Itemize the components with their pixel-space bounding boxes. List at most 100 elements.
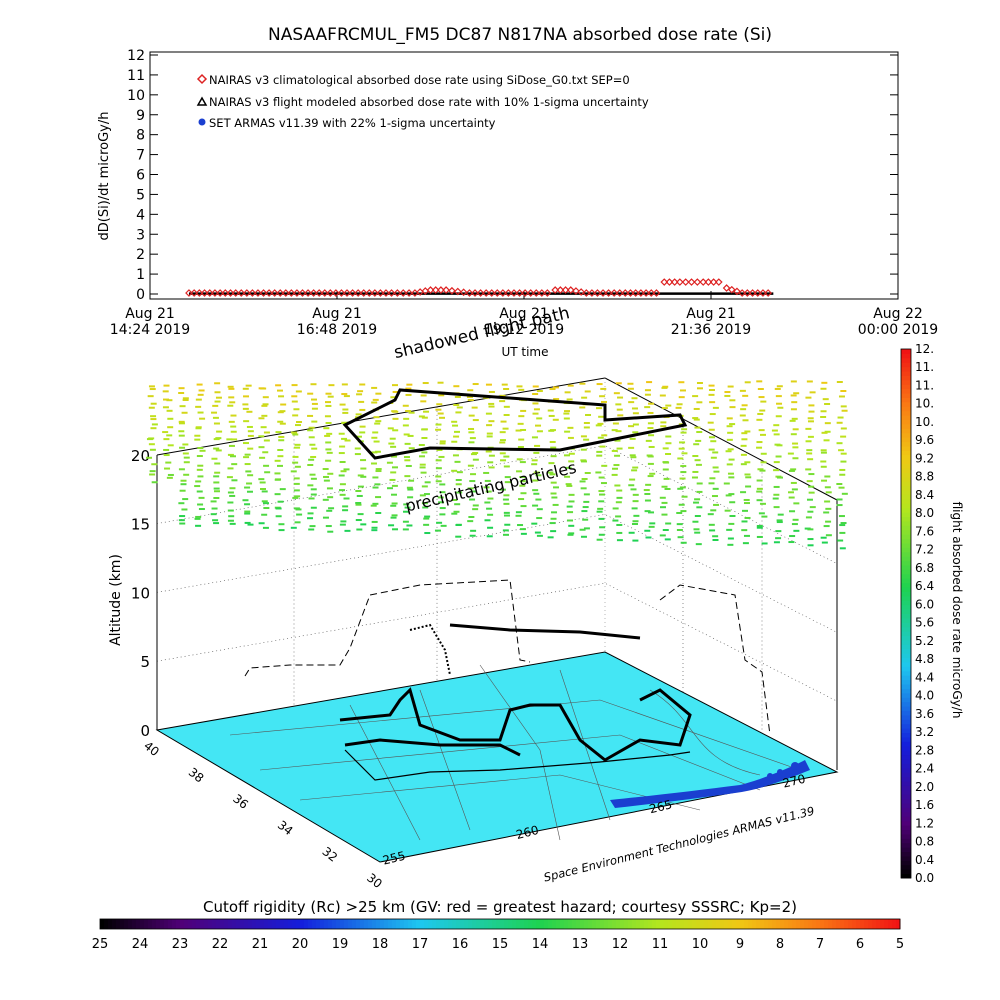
rigidity-segment bbox=[384, 919, 389, 929]
longitude-tick-label: 255 bbox=[381, 849, 407, 868]
colorbar-segment bbox=[901, 772, 911, 778]
colorbar-segment bbox=[901, 432, 911, 438]
colorbar-segment bbox=[901, 728, 911, 734]
colorbar-segment bbox=[901, 767, 911, 773]
rigidity-segment bbox=[516, 919, 521, 929]
colorbar-segment bbox=[901, 459, 911, 465]
altitude-axis-label: Altitude (km) bbox=[108, 554, 124, 646]
chart-title: NASAAFRCMUL_FM5 DC87 N817NA absorbed dos… bbox=[268, 25, 772, 45]
rigidity-segment bbox=[764, 919, 769, 929]
y-tick-label: 8 bbox=[136, 128, 145, 144]
rigidity-segment bbox=[308, 919, 313, 929]
colorbar-segment bbox=[901, 657, 911, 663]
rigidity-segment bbox=[580, 919, 585, 929]
colorbar-segment bbox=[901, 547, 911, 553]
colorbar-segment bbox=[901, 855, 911, 861]
rigidity-segment bbox=[444, 919, 449, 929]
colorbar-tick-label: 3.6 bbox=[915, 707, 934, 721]
colorbar-segment bbox=[901, 512, 911, 518]
rigidity-segment bbox=[292, 919, 297, 929]
rigidity-segment bbox=[576, 919, 581, 929]
rigidity-segment bbox=[472, 919, 477, 929]
legend-label-2: NAIRAS v3 flight modeled absorbed dose r… bbox=[209, 95, 649, 109]
colorbar-segment bbox=[901, 785, 911, 791]
rigidity-segment bbox=[172, 919, 177, 929]
rigidity-segment bbox=[708, 919, 713, 929]
altitude-tick-label: 15 bbox=[131, 516, 150, 534]
rigidity-segment bbox=[244, 919, 249, 929]
colorbar-segment bbox=[901, 609, 911, 614]
rigidity-segment bbox=[656, 919, 661, 929]
y-tick-label: 5 bbox=[136, 187, 145, 203]
rigidity-segment bbox=[460, 919, 465, 929]
colorbar-segment bbox=[901, 789, 911, 795]
x-tick-label-time: 14:24 2019 bbox=[110, 322, 190, 338]
rigidity-segment bbox=[568, 919, 573, 929]
colorbar-segment bbox=[901, 798, 911, 804]
colorbar-segment bbox=[901, 423, 911, 429]
rigidity-tick-label: 8 bbox=[776, 937, 784, 952]
rigidity-segment bbox=[248, 919, 253, 929]
rigidity-segment bbox=[744, 919, 749, 929]
rigidity-segment bbox=[132, 919, 137, 929]
rigidity-segment bbox=[156, 919, 161, 929]
colorbar-segment bbox=[901, 516, 911, 522]
rigidity-segment bbox=[664, 919, 669, 929]
rigidity-segment bbox=[348, 919, 353, 929]
colorbar-segment bbox=[901, 441, 911, 447]
rigidity-segment bbox=[272, 919, 277, 929]
rigidity-segment bbox=[296, 919, 301, 929]
flight-shadow-east bbox=[659, 584, 771, 736]
rigidity-segment bbox=[216, 919, 221, 929]
legend-marker-circle bbox=[198, 118, 206, 126]
rigidity-segment bbox=[796, 919, 801, 929]
altitude-tick-label: 0 bbox=[140, 722, 150, 740]
rigidity-segment bbox=[748, 919, 753, 929]
rigidity-segment bbox=[228, 919, 233, 929]
rigidity-segment bbox=[752, 919, 757, 929]
colorbar-segment bbox=[901, 653, 911, 659]
rigidity-segment bbox=[728, 919, 733, 929]
rigidity-segment bbox=[376, 919, 381, 929]
colorbar-segment bbox=[901, 820, 911, 826]
rigidity-tick-label: 14 bbox=[532, 937, 549, 952]
colorbar-tick-label: 7.2 bbox=[915, 543, 934, 557]
x-tick-label-date: Aug 21 bbox=[499, 306, 549, 322]
rigidity-segment bbox=[424, 919, 429, 929]
rigidity-segment bbox=[584, 919, 589, 929]
rigidity-segment bbox=[508, 919, 513, 929]
colorbar-segment bbox=[901, 622, 911, 628]
colorbar-segment bbox=[901, 468, 911, 473]
x-tick-label-time: 00:00 2019 bbox=[858, 322, 938, 338]
colorbar-segment bbox=[901, 525, 911, 531]
climatological-point bbox=[714, 278, 723, 286]
rigidity-segment bbox=[504, 919, 509, 929]
colorbar-segment bbox=[901, 591, 911, 597]
rigidity-segment bbox=[556, 919, 561, 929]
rigidity-segment bbox=[260, 919, 265, 929]
colorbar-segment bbox=[901, 851, 911, 857]
colorbar-segment bbox=[901, 754, 911, 760]
rigidity-segment bbox=[688, 919, 693, 929]
rigidity-segment bbox=[280, 919, 285, 929]
colorbar-segment bbox=[901, 613, 911, 619]
colorbar-segment bbox=[901, 842, 911, 848]
colorbar-frame bbox=[900, 348, 912, 879]
colorbar-segment bbox=[901, 714, 911, 720]
climatological-point bbox=[652, 289, 661, 297]
rigidity-segment bbox=[832, 919, 837, 929]
rigidity-segment bbox=[784, 919, 789, 929]
rigidity-segment bbox=[256, 919, 261, 929]
rigidity-segment bbox=[428, 919, 433, 929]
rigidity-segment bbox=[696, 919, 701, 929]
rigidity-segment bbox=[564, 919, 569, 929]
rigidity-segment bbox=[760, 919, 765, 929]
colorbar-segment bbox=[901, 401, 911, 407]
x-tick-label-date: Aug 22 bbox=[873, 306, 923, 322]
rigidity-segment bbox=[872, 919, 877, 929]
rigidity-segment bbox=[552, 919, 557, 929]
rigidity-segment bbox=[312, 919, 317, 929]
rigidity-segment bbox=[772, 919, 777, 929]
colorbar-segment bbox=[901, 384, 911, 390]
rigidity-segment bbox=[524, 919, 529, 929]
